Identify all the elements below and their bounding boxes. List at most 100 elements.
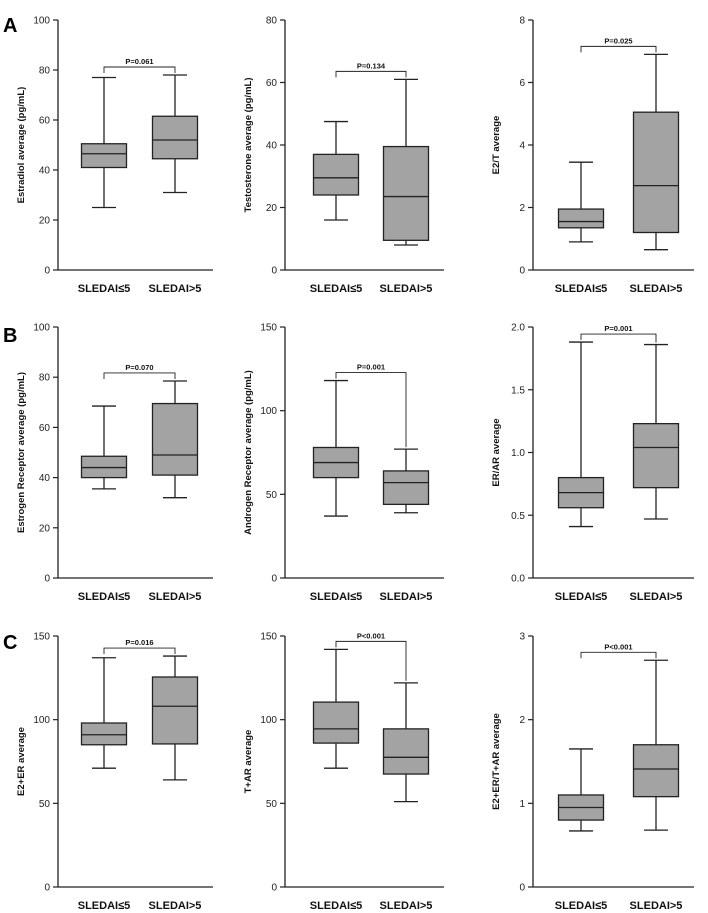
box-2 [632, 343, 680, 520]
x-category-label: SLEDAI≤5 [310, 283, 363, 295]
p-value-label: P=0.016 [125, 638, 153, 647]
y-tick-label: 0 [271, 266, 277, 277]
y-tick-label: 80 [266, 16, 278, 27]
panel-letter-c: C [3, 632, 17, 654]
y-tick-label: 0 [271, 574, 277, 585]
iqr-box [382, 470, 430, 506]
box-2 [632, 53, 680, 251]
y-tick-label: 0 [519, 266, 525, 277]
y-tick-label: 0 [271, 883, 277, 894]
y-axis-label: ER/AR average [491, 418, 502, 486]
iqr-box [312, 701, 360, 744]
p-value-label: P=0.134 [357, 61, 386, 70]
significance-bracket [335, 372, 407, 448]
box-2 [632, 659, 680, 831]
panel-letter-a: A [3, 15, 17, 37]
iqr-box [151, 402, 199, 476]
y-tick-label: 50 [266, 490, 278, 501]
box-1 [80, 405, 128, 490]
p-value-label: P<0.001 [604, 642, 632, 651]
y-tick-label: 40 [39, 166, 51, 177]
chart-9: 0 1 2 3 E2+ER/T+AR average SLEDAI≤5 SLEDAI>5 P<… [491, 632, 694, 912]
iqr-box [80, 143, 128, 169]
iqr-box [557, 208, 605, 229]
box-2 [151, 74, 199, 194]
x-category-label: SLEDAI>5 [149, 591, 202, 603]
y-tick-label: 4 [519, 141, 525, 152]
iqr-box [312, 153, 360, 196]
significance-bracket [335, 70, 407, 78]
significance-bracket [103, 647, 176, 655]
x-category-label: SLEDAI>5 [630, 591, 683, 603]
y-tick-label: 6 [519, 78, 525, 89]
x-category-label: SLEDAI>5 [380, 283, 433, 295]
x-category-label: SLEDAI≤5 [78, 591, 131, 603]
y-tick-label: 2 [519, 203, 525, 214]
significance-bracket [103, 372, 176, 379]
y-tick-label: 100 [33, 715, 50, 726]
y-tick-label: 150 [260, 323, 277, 334]
y-tick-label: 80 [39, 373, 51, 384]
y-tick-label: 1 [519, 799, 525, 810]
p-value-label: P=0.001 [357, 363, 385, 372]
y-axis-label: Estradiol average (pg/mL) [16, 87, 27, 204]
significance-bracket [335, 640, 407, 681]
significance-bracket [103, 66, 176, 73]
y-axis-label: Testosterone average (pg/mL) [243, 78, 254, 213]
p-value-label: P=0.001 [604, 324, 632, 333]
iqr-box [80, 722, 128, 746]
chart-6: 0.0 0.5 1.0 1.5 2.0 ER/AR average SLEDAI≤5 SLED… [491, 323, 694, 603]
box-2 [151, 655, 199, 781]
y-axis-label: E2+ER/T+AR average [491, 713, 502, 810]
p-value-label: P=0.025 [604, 36, 632, 45]
y-axis-label: T+AR average [243, 730, 254, 794]
y-axis-label: Androgen Receptor average (pg/mL) [243, 370, 254, 535]
iqr-box [632, 111, 680, 234]
panel-letter-b: B [3, 325, 17, 347]
x-category-label: SLEDAI>5 [630, 283, 683, 295]
y-tick-label: 0 [44, 266, 50, 277]
box-1 [557, 161, 605, 243]
x-category-label: SLEDAI≤5 [555, 283, 608, 295]
iqr-box [382, 145, 430, 241]
box-2 [382, 682, 430, 803]
y-tick-label: 150 [260, 632, 277, 643]
y-tick-label: 3 [519, 632, 525, 643]
y-tick-label: 0.5 [511, 511, 525, 522]
x-category-label: SLEDAI≤5 [78, 283, 131, 295]
y-tick-label: 40 [266, 141, 278, 152]
x-category-label: SLEDAI>5 [149, 900, 202, 912]
box-1 [80, 657, 128, 769]
x-category-label: SLEDAI>5 [630, 900, 683, 912]
y-tick-label: 50 [266, 799, 278, 810]
x-category-label: SLEDAI>5 [149, 283, 202, 295]
y-tick-label: 0 [519, 883, 525, 894]
x-category-label: SLEDAI≤5 [310, 900, 363, 912]
box-1 [557, 341, 605, 528]
box-1 [312, 648, 360, 769]
significance-bracket [580, 45, 657, 53]
y-tick-label: 50 [39, 799, 51, 810]
box-1 [557, 748, 605, 832]
y-tick-label: 100 [33, 323, 50, 334]
y-tick-label: 20 [39, 523, 51, 534]
y-axis-label: E2+ER average [16, 727, 27, 796]
y-tick-label: 20 [266, 203, 278, 214]
y-axis-label: E2/T average [491, 116, 502, 175]
box-2 [382, 448, 430, 514]
y-tick-label: 0.0 [511, 574, 525, 585]
iqr-box [151, 115, 199, 160]
chart-4: 0 20 40 60 80 100 Estrogen Receptor average (p… [16, 323, 213, 603]
significance-bracket [580, 651, 657, 659]
x-category-label: SLEDAI≤5 [310, 591, 363, 603]
y-tick-label: 150 [33, 632, 50, 643]
chart-2: 0 20 40 60 80 Testosterone average (pg/mL) SLE… [243, 16, 444, 295]
x-category-label: SLEDAI≤5 [555, 900, 608, 912]
y-tick-label: 0 [44, 574, 50, 585]
y-tick-label: 0 [44, 883, 50, 894]
y-tick-label: 20 [39, 216, 51, 227]
iqr-box [632, 422, 680, 489]
x-category-label: SLEDAI>5 [380, 591, 433, 603]
chart-1: 0 20 40 60 80 100 Estradiol average (pg/mL) SLE… [16, 16, 213, 295]
